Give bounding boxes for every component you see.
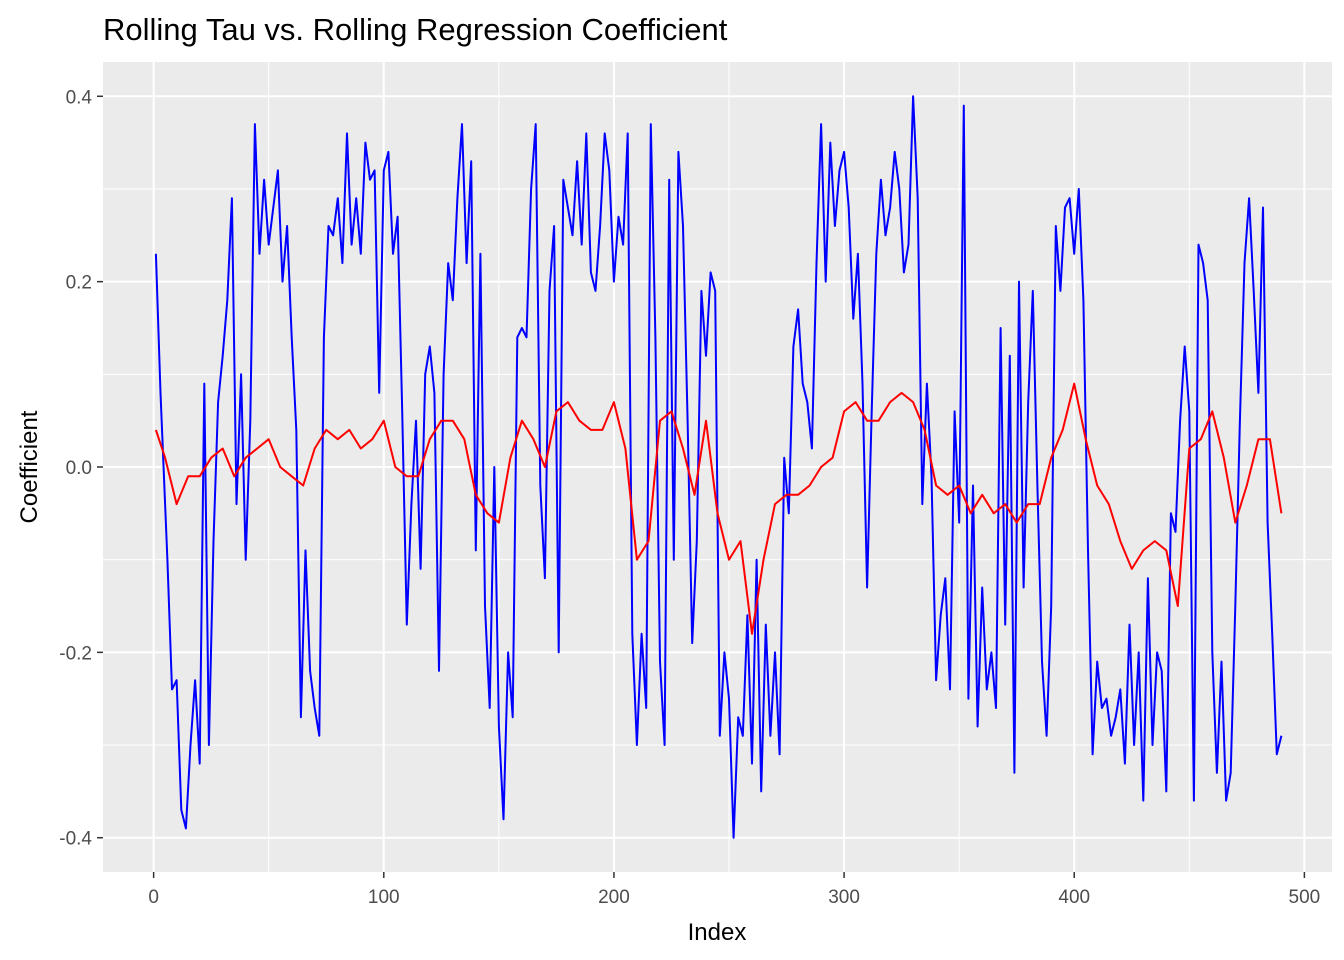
y-tick-label: 0.4 xyxy=(66,87,93,108)
major-gridlines xyxy=(103,62,1332,872)
x-tick-label: 0 xyxy=(148,887,159,908)
series-line-2 xyxy=(154,382,1283,635)
x-tick-label: 500 xyxy=(1289,887,1321,908)
x-tick-label: 200 xyxy=(598,887,630,908)
x-axis: 0 100 200 300 400 500 xyxy=(148,872,1320,908)
chart-title: Rolling Tau vs. Rolling Regression Coeff… xyxy=(103,12,728,47)
x-tick-label: 100 xyxy=(368,887,400,908)
y-axis: -0.4 -0.2 0.0 0.2 0.4 xyxy=(59,87,103,850)
series-line-1 xyxy=(154,95,1283,839)
y-tick-label: 0.0 xyxy=(66,458,92,479)
x-axis-title: Index xyxy=(688,919,747,946)
x-tick-label: 300 xyxy=(828,887,860,908)
y-tick-label: -0.4 xyxy=(59,829,92,850)
x-tick-label: 400 xyxy=(1058,887,1090,908)
series-layer xyxy=(154,95,1283,839)
y-tick-label: -0.2 xyxy=(59,643,92,664)
y-axis-title: Coefficient xyxy=(16,410,43,523)
y-tick-label: 0.2 xyxy=(66,273,92,294)
